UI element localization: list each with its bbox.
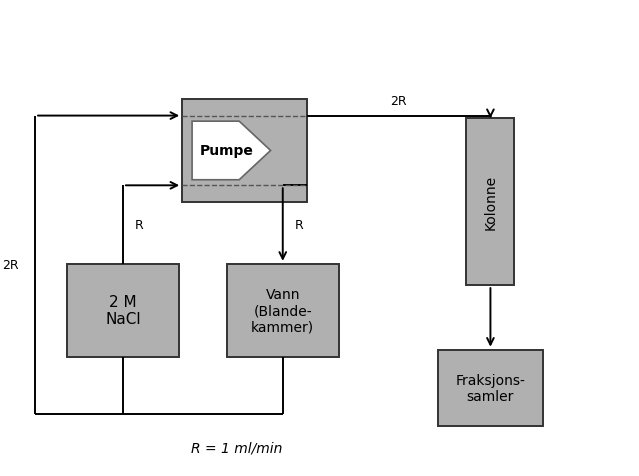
Bar xyxy=(67,264,179,357)
Bar xyxy=(182,100,307,202)
Text: 2R: 2R xyxy=(3,259,19,272)
Text: 2 M
NaCl: 2 M NaCl xyxy=(105,295,141,327)
Text: Vann
(Blande-
kammer): Vann (Blande- kammer) xyxy=(251,288,314,334)
Text: R = 1 ml/min: R = 1 ml/min xyxy=(191,440,282,455)
FancyArrow shape xyxy=(192,122,270,180)
Text: R: R xyxy=(135,218,143,231)
Bar xyxy=(466,119,514,286)
Text: R: R xyxy=(294,218,303,231)
Bar xyxy=(227,264,339,357)
Text: 2R: 2R xyxy=(390,95,407,108)
Text: Fraksjons-
samler: Fraksjons- samler xyxy=(456,373,525,403)
Bar xyxy=(438,350,543,426)
Text: Pumpe: Pumpe xyxy=(200,144,254,158)
Text: Kolonne: Kolonne xyxy=(484,175,497,230)
